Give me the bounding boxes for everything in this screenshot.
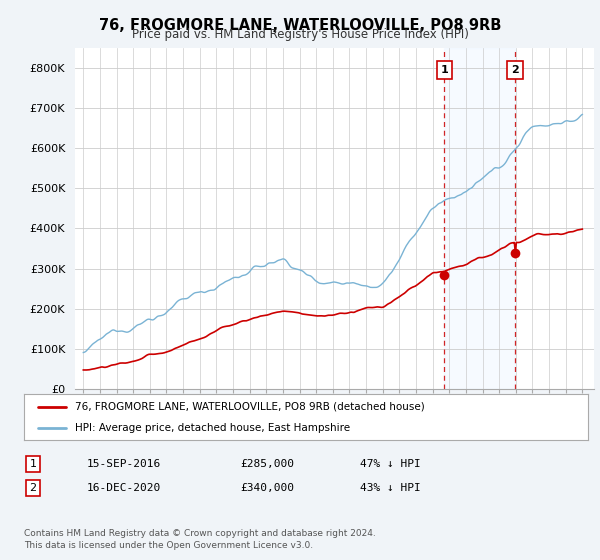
Text: HPI: Average price, detached house, East Hampshire: HPI: Average price, detached house, East…	[75, 423, 350, 433]
Text: Contains HM Land Registry data © Crown copyright and database right 2024.
This d: Contains HM Land Registry data © Crown c…	[24, 529, 376, 550]
Text: 76, FROGMORE LANE, WATERLOOVILLE, PO8 9RB: 76, FROGMORE LANE, WATERLOOVILLE, PO8 9R…	[99, 18, 501, 33]
Text: 16-DEC-2020: 16-DEC-2020	[87, 483, 161, 493]
Text: £340,000: £340,000	[240, 483, 294, 493]
Text: £285,000: £285,000	[240, 459, 294, 469]
Text: 2: 2	[511, 65, 519, 74]
Text: 2: 2	[29, 483, 37, 493]
Text: 15-SEP-2016: 15-SEP-2016	[87, 459, 161, 469]
Text: 47% ↓ HPI: 47% ↓ HPI	[360, 459, 421, 469]
Text: 1: 1	[440, 65, 448, 74]
Text: 43% ↓ HPI: 43% ↓ HPI	[360, 483, 421, 493]
Bar	[445, 48, 515, 389]
Text: 1: 1	[29, 459, 37, 469]
Text: Price paid vs. HM Land Registry's House Price Index (HPI): Price paid vs. HM Land Registry's House …	[131, 28, 469, 41]
Text: 76, FROGMORE LANE, WATERLOOVILLE, PO8 9RB (detached house): 76, FROGMORE LANE, WATERLOOVILLE, PO8 9R…	[75, 402, 425, 412]
